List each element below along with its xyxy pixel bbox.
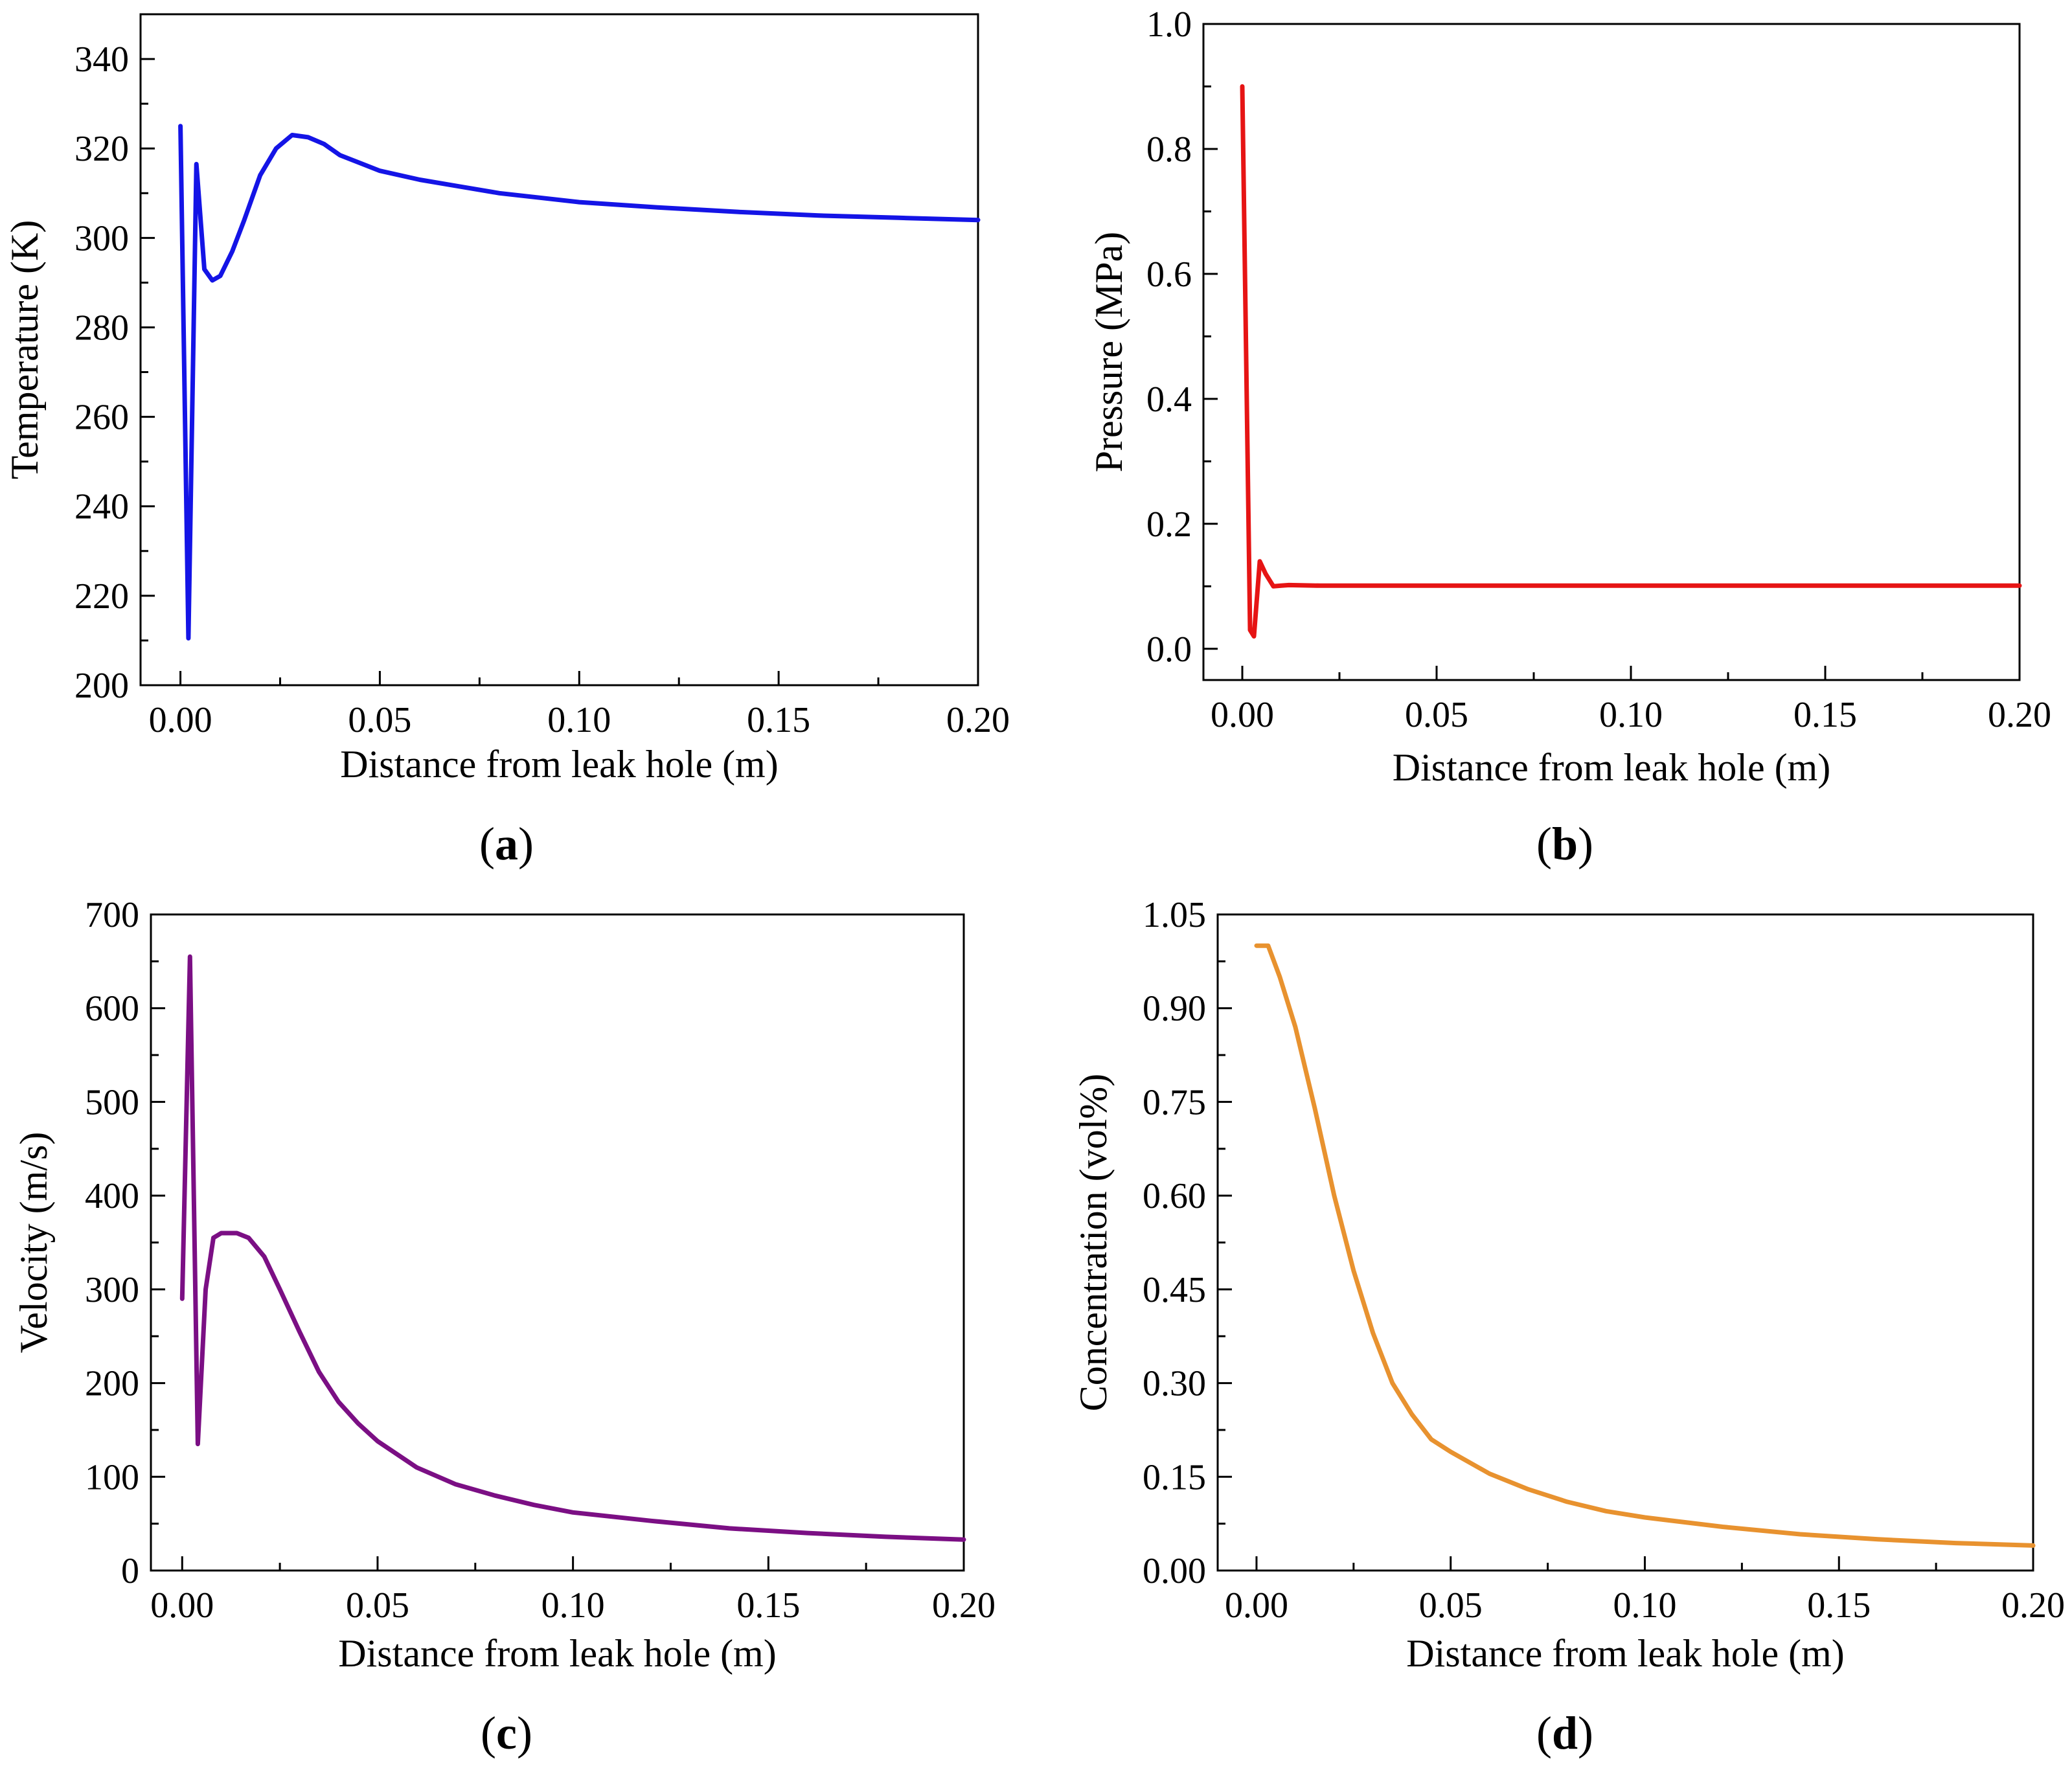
x-axis-title-b: Distance from leak hole (m) [1393, 746, 1830, 789]
y-tick-label-d-2: 0.30 [1143, 1364, 1206, 1404]
x-tick-label-a-0: 0.00 [149, 700, 212, 740]
y-tick-label-c-0: 0 [121, 1551, 139, 1591]
panel-b-label: (b) [1536, 818, 1593, 870]
x-tick-label-a-1: 0.05 [348, 700, 411, 740]
x-tick-label-c-3: 0.15 [736, 1585, 800, 1626]
panel-a-temperature: 0.00 0.05 0.10 0.15 0.20 200 220 240 260 280 300 32… [3, 13, 1010, 786]
panel-c-label: (c) [481, 1707, 532, 1759]
y-axis-title-b: Pressure (MPa) [1087, 232, 1130, 473]
plot-frame-a [139, 13, 979, 686]
x-tick-label-a-2: 0.10 [547, 700, 611, 740]
y-tick-label-c-1: 100 [85, 1457, 139, 1497]
y-tick-label-a-2: 240 [74, 487, 129, 527]
y-tick-label-a-0: 200 [74, 666, 129, 706]
y-tick-label-a-1: 220 [74, 576, 129, 617]
y-axis-title-d: Concentration (vol%) [1072, 1074, 1115, 1412]
x-tick-label-d-3: 0.15 [1807, 1585, 1871, 1626]
y-tick-label-c-7: 700 [85, 895, 139, 935]
y-tick-label-d-0: 0.00 [1143, 1551, 1206, 1591]
plot-frame-b [1202, 23, 2021, 681]
y-tick-label-c-2: 200 [85, 1364, 139, 1404]
x-axis-title-d: Distance from leak hole (m) [1406, 1632, 1844, 1675]
y-tick-label-b-0: 0.0 [1146, 630, 1192, 670]
y-tick-label-d-7: 1.05 [1143, 895, 1206, 935]
y-tick-label-d-6: 0.90 [1143, 989, 1206, 1029]
panel-a-label: (a) [479, 818, 534, 870]
x-tick-label-b-4: 0.20 [1988, 695, 2051, 735]
x-tick-label-b-2: 0.10 [1599, 695, 1663, 735]
series-line-b-0 [1240, 84, 2022, 639]
y-tick-label-d-5: 0.75 [1143, 1082, 1206, 1122]
y-tick-label-a-3: 260 [74, 398, 129, 438]
series-line-a-0 [178, 124, 981, 641]
y-tick-label-b-1: 0.2 [1146, 505, 1192, 545]
x-tick-label-d-0: 0.00 [1225, 1585, 1288, 1626]
x-tick-label-d-1: 0.05 [1419, 1585, 1483, 1626]
panel-b-pressure: 0.00 0.05 0.10 0.15 0.20 0.0 0.2 0.4 0.6 0.8 1.0 Di… [1087, 5, 2051, 789]
y-tick-label-b-3: 0.6 [1146, 255, 1192, 295]
y-tick-label-c-4: 400 [85, 1176, 139, 1216]
x-axis-title-c: Distance from leak hole (m) [338, 1632, 776, 1675]
x-tick-label-d-2: 0.10 [1613, 1585, 1676, 1626]
x-tick-label-a-3: 0.15 [747, 700, 810, 740]
y-tick-label-c-5: 500 [85, 1082, 139, 1122]
panel-c-velocity: 0.00 0.05 0.10 0.15 0.20 0 100 200 300 400 500 600 7… [12, 895, 996, 1675]
y-axis-title-c: Velocity (m/s) [12, 1132, 55, 1354]
y-tick-label-b-2: 0.4 [1146, 380, 1192, 420]
y-tick-label-a-5: 300 [74, 218, 129, 258]
y-axis-title-a: Temperature (K) [3, 220, 46, 480]
x-tick-label-b-1: 0.05 [1405, 695, 1468, 735]
x-tick-label-a-4: 0.20 [946, 700, 1010, 740]
x-tick-label-c-4: 0.20 [932, 1585, 996, 1626]
y-tick-label-a-4: 280 [74, 308, 129, 348]
y-tick-label-b-4: 0.8 [1146, 130, 1192, 170]
y-tick-label-d-1: 0.15 [1143, 1457, 1206, 1497]
y-tick-label-a-7: 340 [74, 40, 129, 80]
y-tick-label-a-6: 320 [74, 129, 129, 169]
x-tick-label-d-4: 0.20 [2001, 1585, 2065, 1626]
y-tick-label-d-3: 0.45 [1143, 1270, 1206, 1310]
y-tick-label-c-3: 300 [85, 1270, 139, 1310]
y-tick-label-b-5: 1.0 [1146, 5, 1192, 45]
series-line-c-0 [179, 954, 966, 1542]
x-tick-label-b-0: 0.00 [1211, 695, 1274, 735]
panel-d-concentration: 0.00 0.05 0.10 0.15 0.20 0.00 0.15 0.30 0.45 0.60… [1072, 895, 2065, 1675]
series-line-d-0 [1254, 943, 2036, 1548]
x-axis-title-a: Distance from leak hole (m) [340, 743, 778, 786]
panel-d-label: (d) [1536, 1707, 1593, 1759]
y-tick-label-d-4: 0.60 [1143, 1176, 1206, 1216]
x-tick-label-c-2: 0.10 [541, 1585, 605, 1626]
y-tick-label-c-6: 600 [85, 989, 139, 1029]
x-tick-label-b-3: 0.15 [1793, 695, 1857, 735]
x-tick-label-c-0: 0.00 [150, 1585, 214, 1626]
x-tick-label-c-1: 0.05 [346, 1585, 409, 1626]
